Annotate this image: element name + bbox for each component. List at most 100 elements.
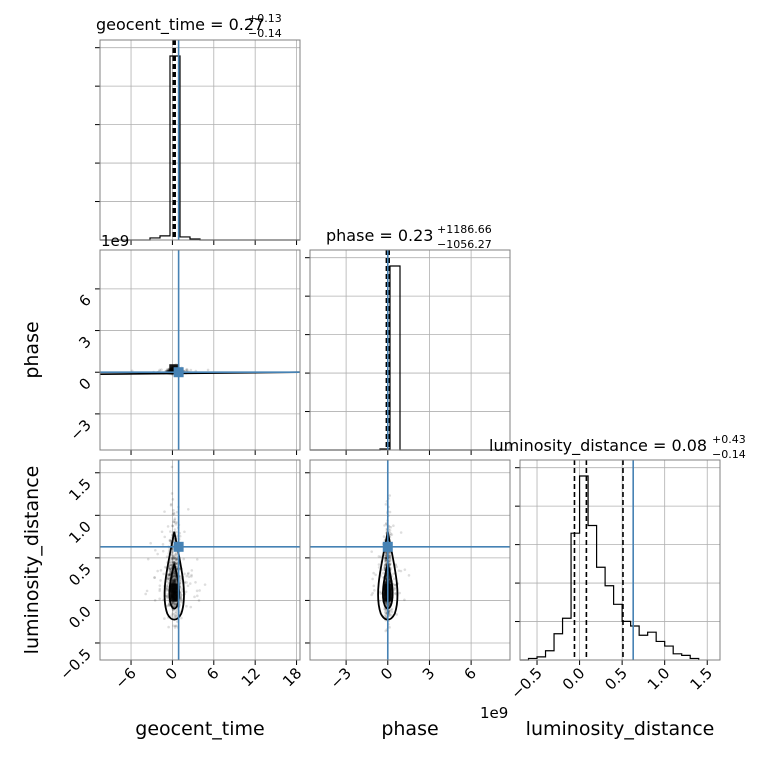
scatter-point xyxy=(393,586,397,589)
scatter-point xyxy=(175,561,178,564)
scatter-point xyxy=(174,603,177,607)
scatter-point xyxy=(384,580,388,584)
scatter-point xyxy=(163,510,166,513)
scatter-point xyxy=(173,574,176,578)
scatter-point xyxy=(384,551,388,554)
scatter-point xyxy=(384,580,388,584)
hist-bar xyxy=(597,567,606,660)
scatter-point xyxy=(383,563,387,567)
scatter-point xyxy=(188,582,192,585)
scatter-point xyxy=(165,369,169,372)
panel-2d-geocent_time-luminosity_distance: −6 0 6 12 18 −0.5 0.0 0.5 1.0 1.5 xyxy=(56,459,305,692)
scatter-point xyxy=(170,561,174,565)
y-tick-label: 6 xyxy=(75,291,94,310)
scatter-point xyxy=(173,581,176,584)
x-tick-label: 12 xyxy=(238,664,264,690)
x-tick-label: −0.5 xyxy=(507,664,545,702)
scatter-point xyxy=(165,587,168,591)
scatter-point xyxy=(388,555,392,558)
scatter-point xyxy=(390,610,394,614)
contour-outer xyxy=(163,531,185,621)
scatter-point xyxy=(174,624,177,628)
panel-hist-phase xyxy=(305,249,511,455)
x-axis-label-luminosity-distance: luminosity_distance xyxy=(526,718,715,740)
panel-2d-phase-luminosity_distance: −3 0 3 6 xyxy=(305,459,511,692)
scatter-point xyxy=(388,553,391,556)
scatter-point xyxy=(173,575,177,579)
scatter-point xyxy=(156,569,159,573)
scatter-point xyxy=(172,578,176,581)
scatter-point xyxy=(187,575,191,579)
scatter-point xyxy=(399,531,403,534)
scatter-point xyxy=(389,525,393,529)
y-axis-label-phase: phase xyxy=(21,321,43,378)
scatter-point xyxy=(169,530,172,533)
scatter-point xyxy=(198,589,201,592)
scatter-point xyxy=(384,601,388,605)
scatter-point xyxy=(169,570,172,573)
scatter-point xyxy=(172,601,175,604)
scatter-point xyxy=(172,573,175,577)
scatter-point xyxy=(159,579,162,582)
scatter-point xyxy=(195,558,199,561)
scatter-point xyxy=(169,567,172,571)
scatter-point xyxy=(179,593,183,597)
hist-series-line xyxy=(100,55,300,241)
scatter-point xyxy=(173,575,176,579)
scatter-point xyxy=(173,518,176,522)
scatter-point xyxy=(173,580,176,583)
x-tick-label: −3 xyxy=(327,664,355,692)
y-tick-label: 1.0 xyxy=(65,517,95,547)
scatter-point xyxy=(388,580,392,584)
scatter-point xyxy=(190,569,194,572)
scatter-point xyxy=(173,601,176,605)
scatter-point xyxy=(167,574,171,577)
scatter-point xyxy=(172,520,175,524)
scatter-point xyxy=(168,569,172,572)
scatter-point xyxy=(168,573,171,576)
scatter-point xyxy=(195,589,199,593)
scatter-point xyxy=(171,513,175,516)
y-tick-label: −0.5 xyxy=(56,645,94,683)
scatter-point xyxy=(173,556,176,560)
scatter-point xyxy=(175,558,178,562)
scatter-point xyxy=(171,555,175,558)
scatter-point xyxy=(153,599,157,602)
scatter-point xyxy=(171,603,175,607)
scatter-point xyxy=(174,624,178,628)
scatter-point xyxy=(174,523,178,526)
scatter-point xyxy=(398,591,402,595)
hist-bar xyxy=(614,604,623,660)
scatter-point xyxy=(174,579,178,582)
scatter-point xyxy=(390,607,394,611)
hist-bar xyxy=(682,655,691,660)
scatter-point xyxy=(182,557,186,561)
y-axis-label-luminosity-distance: luminosity_distance xyxy=(21,466,43,655)
scatter-point xyxy=(371,577,374,581)
scatter-point xyxy=(173,581,177,584)
scatter-point xyxy=(179,596,182,599)
scatter-point xyxy=(388,601,392,605)
scatter-point xyxy=(390,533,394,536)
scatter-point xyxy=(174,578,177,582)
scatter-point xyxy=(169,556,173,560)
scatter-point xyxy=(383,560,387,563)
scatter-point xyxy=(172,575,175,578)
scatter-point xyxy=(166,585,170,589)
scatter-point xyxy=(382,568,386,571)
scatter-point xyxy=(172,624,176,628)
scatter-point xyxy=(173,573,176,576)
scatter-point xyxy=(173,579,176,582)
scatter-point xyxy=(169,503,173,507)
scatter-point xyxy=(156,552,159,556)
scatter-point xyxy=(383,553,387,557)
scatter-point xyxy=(190,575,193,578)
y-tick-label: 0.0 xyxy=(65,603,95,633)
density-core xyxy=(170,583,179,602)
scatter-point xyxy=(160,368,163,372)
y-tick-label: 0.5 xyxy=(65,560,95,590)
scatter-point xyxy=(382,535,386,538)
x-tick-label: 0.5 xyxy=(601,664,631,694)
scatter-point xyxy=(169,539,172,543)
scatter-point xyxy=(173,579,177,583)
